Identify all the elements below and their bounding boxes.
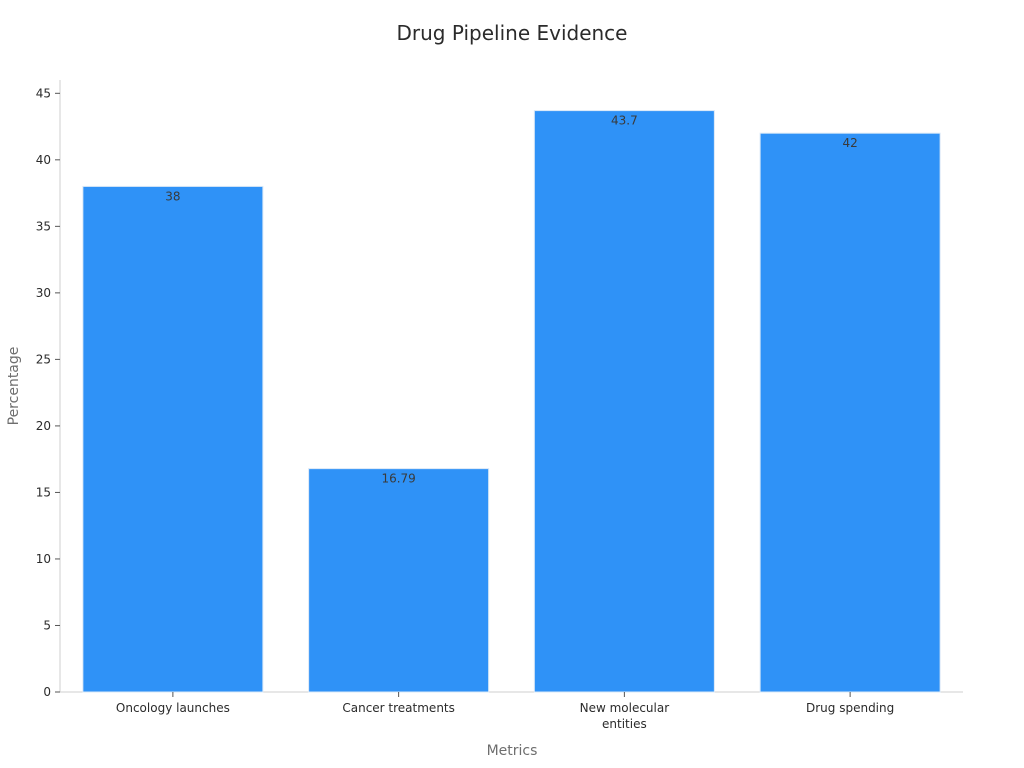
y-tick-label: 30 (36, 286, 51, 300)
y-tick-label: 35 (36, 219, 51, 233)
y-tick-label: 5 (43, 618, 51, 632)
data-label: 43.7 (611, 114, 638, 128)
x-tick-label: Cancer treatments (342, 701, 455, 715)
bar (533, 110, 715, 693)
data-label: 38 (165, 189, 180, 203)
x-axis-ticks: Oncology launches Cancer treatments New mo… (116, 692, 894, 731)
y-tick-label: 0 (43, 685, 51, 699)
bar (308, 468, 490, 693)
bar (759, 132, 941, 693)
x-tick-label: New molecular (580, 701, 670, 715)
y-tick-label: 45 (36, 86, 51, 100)
x-axis-title: Metrics (487, 743, 538, 759)
y-axis-title: Percentage (6, 347, 22, 426)
data-labels: 38 16.79 43.7 42 (165, 114, 858, 486)
y-axis-ticks: 0 5 10 15 20 25 30 35 40 45 (36, 86, 60, 699)
bars (82, 110, 941, 693)
y-tick-label: 40 (36, 153, 51, 167)
data-label: 16.79 (381, 472, 415, 486)
x-tick-label: entities (602, 717, 647, 731)
y-tick-label: 25 (36, 352, 51, 366)
x-tick-label: Oncology launches (116, 701, 230, 715)
data-label: 42 (842, 136, 857, 150)
y-tick-label: 10 (36, 552, 51, 566)
y-tick-label: 20 (36, 419, 51, 433)
bar (82, 185, 264, 693)
y-tick-label: 15 (36, 485, 51, 499)
x-tick-label: Drug spending (806, 701, 894, 715)
chart-title: Drug Pipeline Evidence (397, 21, 628, 45)
